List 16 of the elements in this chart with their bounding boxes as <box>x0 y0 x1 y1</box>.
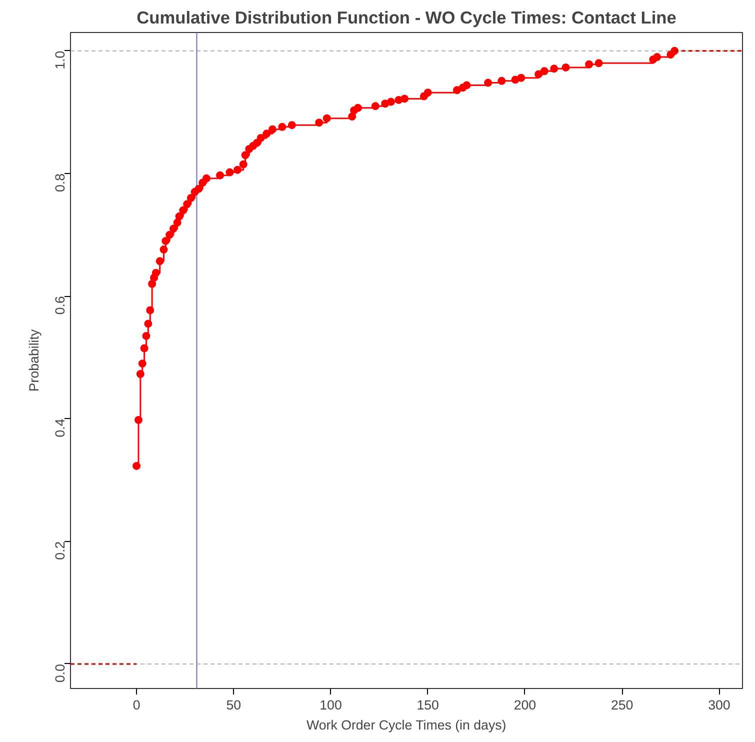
x-axis-title: Work Order Cycle Times (in days) <box>306 718 506 732</box>
y-tick-label: 0.4 <box>52 418 68 438</box>
y-tick-label: 0.8 <box>52 174 68 192</box>
x-tick-label: 50 <box>226 698 242 712</box>
y-axis-title: Probability <box>26 329 42 392</box>
x-tick-label: 100 <box>320 698 342 712</box>
x-tick-label: 250 <box>610 698 634 712</box>
x-tick-label: 0 <box>132 698 140 712</box>
y-tick-label: 1.0 <box>52 50 68 70</box>
x-tick-label: 150 <box>416 698 439 712</box>
y-tick-label: 0.2 <box>52 541 68 560</box>
y-tick-label: 0.0 <box>52 664 68 683</box>
chart-title: Cumulative Distribution Function - WO Cycle Times: Contact Line <box>136 8 677 28</box>
x-tick-label: 300 <box>708 698 730 712</box>
x-tick-label: 200 <box>514 698 536 712</box>
y-tick-label: 0.6 <box>52 296 68 315</box>
